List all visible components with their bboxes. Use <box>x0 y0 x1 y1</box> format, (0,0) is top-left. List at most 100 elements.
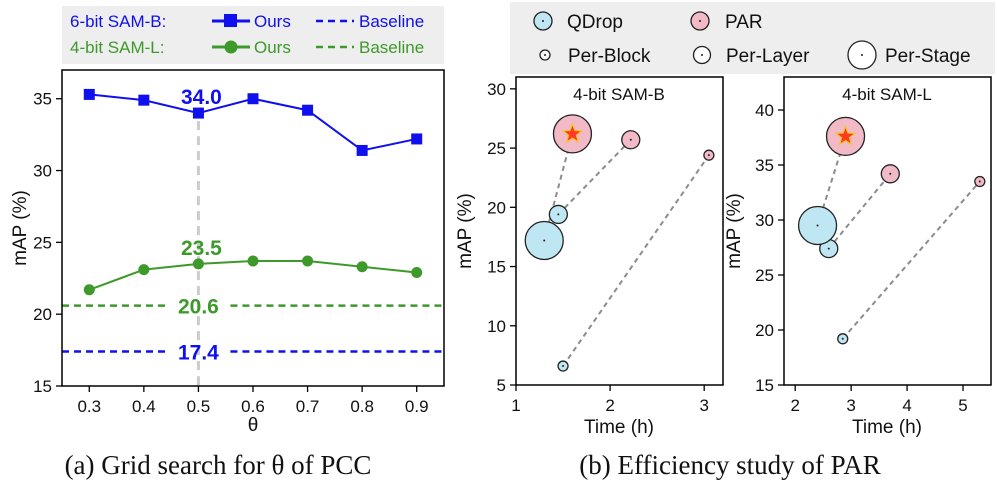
data-point-square <box>247 93 259 105</box>
xtick-label: 2 <box>790 396 799 415</box>
ytick-label: 5 <box>497 376 506 395</box>
legend-a: 6-bit SAM-B: Ours Baseline 4-bit SAM-L: … <box>70 12 424 57</box>
baseline-label: 20.6 <box>178 296 219 319</box>
ticks-a: 0.3 0.4 0.5 0.6 0.7 0.8 0.9 15 20 25 30 35 <box>33 90 428 416</box>
xtick-a-label: 0.9 <box>405 397 429 416</box>
caption-a: (a) Grid search for θ of PCC <box>65 450 372 480</box>
caption-b: (b) Efficiency study of PAR <box>579 450 880 480</box>
data-point-center <box>543 239 546 242</box>
best-star-icon <box>834 124 857 146</box>
legend-b: QDrop PAR Per-Block Per-Layer Per-Stage <box>533 11 971 70</box>
data-point-circle <box>138 264 150 276</box>
baselines-a: 17.4 20.6 <box>62 296 444 365</box>
panel-b: QDrop PAR Per-Block Per-Layer Per-Stage … <box>455 2 995 480</box>
legend-b-par: PAR <box>725 12 763 33</box>
legend-a-ours-1: Ours <box>254 12 291 31</box>
ytick-label: 30 <box>487 80 506 99</box>
ytick-a-label: 35 <box>33 90 52 109</box>
ylabel-b1: mAP (%) <box>455 193 476 269</box>
title-b1: 4-bit SAM-B <box>573 85 665 104</box>
ytick-label: 15 <box>487 258 506 277</box>
data-point-center <box>707 154 710 157</box>
data-point-center <box>827 247 830 250</box>
ytick-label: 20 <box>487 198 506 217</box>
ytick-label: 20 <box>755 321 774 340</box>
legend-a-baseline-2: Baseline <box>359 38 424 57</box>
ytick-label: 10 <box>487 317 506 336</box>
xtick-label: 3 <box>846 396 855 415</box>
legend-b-per-layer: Per-Layer <box>726 46 810 67</box>
legend-b-per-stage-dot <box>861 54 863 56</box>
ytick-a-label: 25 <box>33 233 52 252</box>
xtick-label: 3 <box>699 396 708 415</box>
axes-a-frame <box>61 69 445 387</box>
xtick-a-label: 0.4 <box>132 397 156 416</box>
data-point-square <box>356 144 368 156</box>
xtick-label: 4 <box>902 396 911 415</box>
data-point-circle <box>247 255 259 267</box>
data-point-center <box>978 180 981 183</box>
ytick-label: 30 <box>755 211 774 230</box>
title-b2: 4-bit SAM-L <box>842 85 932 104</box>
data-point-center <box>816 224 819 227</box>
legend-b-per-block: Per-Block <box>568 46 651 67</box>
legend-b-background <box>510 2 995 74</box>
legend-a-square-marker <box>224 14 237 27</box>
data-point-center <box>562 365 565 368</box>
data-point-circle <box>411 267 423 279</box>
ytick-label: 25 <box>755 266 774 285</box>
data-label: 34.0 <box>181 86 222 109</box>
annotations-a: 34.0 23.5 <box>181 86 222 260</box>
legend-b-per-stage: Per-Stage <box>885 46 971 67</box>
data-label: 23.5 <box>181 237 222 260</box>
xtick-label: 5 <box>958 396 967 415</box>
xlabel-b2: Time (h) <box>852 417 922 438</box>
ytick-label: 15 <box>755 376 774 395</box>
data-point-circle <box>83 284 95 296</box>
ytick-a-label: 20 <box>33 305 52 324</box>
legend-a-group-1: 6-bit SAM-B: <box>70 12 166 31</box>
legend-a-circle-marker <box>224 40 238 54</box>
xlabel-a: θ <box>248 415 259 436</box>
ylabel-b2: mAP (%) <box>724 193 745 269</box>
legend-b-qdrop-dot <box>542 20 544 22</box>
data-point-center <box>557 213 560 216</box>
data-point-square <box>411 133 423 145</box>
data-point-center <box>889 172 892 175</box>
data-point-circle <box>192 258 204 270</box>
ytick-label: 35 <box>755 156 774 175</box>
axes-b1-frame <box>515 76 724 386</box>
link-line <box>816 136 847 226</box>
data-point-square <box>192 107 204 119</box>
legend-a-baseline-1: Baseline <box>359 12 424 31</box>
data-point-square <box>83 88 95 100</box>
xtick-a-label: 0.8 <box>350 397 374 416</box>
legend-b-per-layer-dot <box>701 54 703 56</box>
link-line <box>827 173 892 250</box>
ytick-label: 40 <box>755 101 774 120</box>
link-line <box>562 154 710 367</box>
legend-a-background <box>62 6 444 64</box>
data-point-circle <box>302 255 314 267</box>
xtick-a-label: 0.6 <box>241 397 265 416</box>
xtick-label: 1 <box>511 396 520 415</box>
legend-a-group-2: 4-bit SAM-L: <box>70 38 164 57</box>
link-line <box>841 180 981 340</box>
legend-b-per-block-dot <box>544 54 546 56</box>
series-a <box>83 88 423 296</box>
ytick-a-label: 30 <box>33 162 52 181</box>
data-point-square <box>302 104 314 116</box>
xtick-a-label: 0.5 <box>187 397 211 416</box>
ytick-a-label: 15 <box>33 377 52 396</box>
xtick-a-label: 0.7 <box>296 397 320 416</box>
axes-b2-frame <box>783 76 992 386</box>
best-star-icon <box>561 122 584 144</box>
xlabel-b1: Time (h) <box>584 417 654 438</box>
ytick-label: 25 <box>487 139 506 158</box>
data-point-square <box>138 94 150 106</box>
panel-a: 6-bit SAM-B: Ours Baseline 4-bit SAM-L: … <box>10 6 445 480</box>
data-point-center <box>629 138 632 141</box>
data-point-center <box>841 337 844 340</box>
plot-b2: 2 3 4 5 15 20 25 30 35 40 <box>755 101 986 415</box>
